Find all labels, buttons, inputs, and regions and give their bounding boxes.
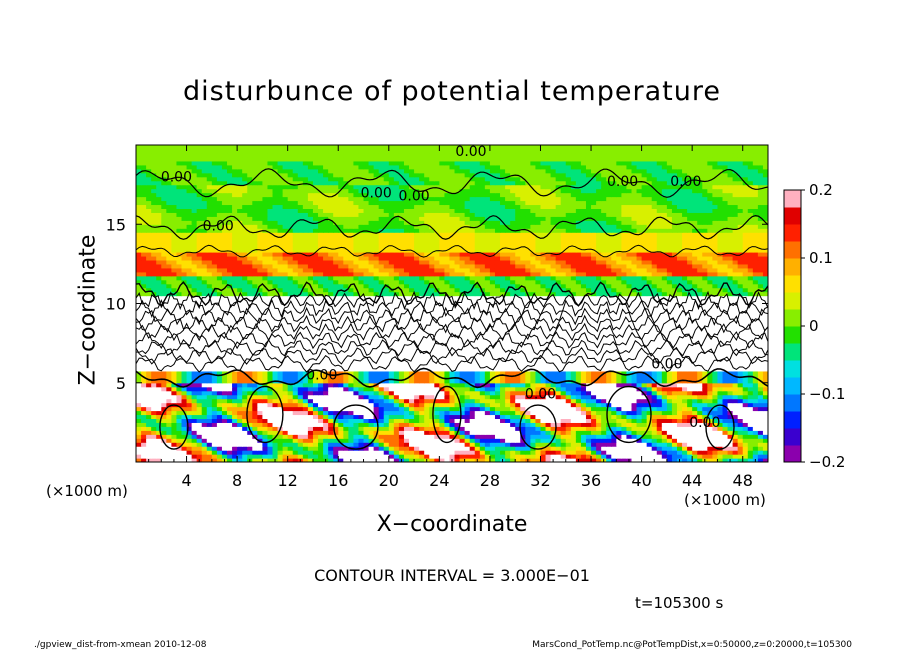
y-axis-label: Z−coordinate: [75, 234, 101, 386]
x-axis-label: X−coordinate: [376, 512, 528, 537]
colorbar-tick-label-4: −0.2: [809, 453, 845, 471]
y-tick-label-1: 10: [106, 295, 126, 314]
colorbar-segment-8: [784, 309, 801, 327]
colorbar-segment-15: [784, 190, 801, 208]
colorbar-tick-label-3: −0.1: [809, 385, 845, 403]
footer-command: ./gpview_dist-from-xmean 2010-12-08: [34, 640, 207, 650]
x-tick-label-1: 8: [232, 471, 242, 490]
contour-lines: [136, 168, 768, 450]
colorbar-segment-2: [784, 411, 801, 429]
contour-label-8: 0.00: [651, 357, 682, 373]
contour-label-4: 0.00: [607, 174, 638, 190]
colorbar-segment-4: [784, 377, 801, 395]
x-tick-label-3: 16: [328, 471, 348, 490]
x-tick-label-9: 40: [631, 471, 651, 490]
contour-label-9: 0.00: [525, 387, 556, 403]
colorbar-tick-label-0: 0.2: [809, 181, 833, 199]
footer-source: MarsCond_PotTemp.nc@PotTempDist,x=0:5000…: [532, 640, 852, 650]
contour-label-6: 0.00: [203, 219, 234, 235]
x-tick-label-2: 12: [278, 471, 298, 490]
colorbar-tick-label-2: 0: [809, 317, 819, 335]
colorbar-segment-14: [784, 207, 801, 225]
colorbar-segment-3: [784, 394, 801, 412]
z-unit-label: (×1000 m): [46, 482, 128, 500]
colorbar-tick-label-1: 0.1: [809, 249, 833, 267]
chart-title: disturbunce of potential temperature: [183, 76, 721, 107]
colorbar-segment-7: [784, 326, 801, 344]
colorbar-segment-0: [784, 445, 801, 463]
contour-label-10: 0.00: [689, 415, 720, 431]
contour-label-5: 0.00: [670, 174, 701, 190]
colorbar-segment-10: [784, 275, 801, 293]
x-tick-label-10: 44: [682, 471, 702, 490]
contour-label-7: 0.00: [306, 368, 337, 384]
contour-label-1: 0.00: [161, 170, 192, 186]
contour-label-2: 0.00: [361, 185, 392, 201]
x-unit-label: (×1000 m): [684, 491, 766, 509]
colorbar-segment-11: [784, 258, 801, 276]
colorbar-segment-9: [784, 292, 801, 310]
colorbar-segment-6: [784, 343, 801, 361]
x-tick-label-0: 4: [181, 471, 191, 490]
contour-label-3: 0.00: [399, 189, 430, 205]
x-tick-label-11: 48: [733, 471, 753, 490]
x-tick-label-7: 32: [530, 471, 550, 490]
y-tick-label-2: 15: [106, 215, 126, 234]
colorbar-segment-1: [784, 428, 801, 446]
x-tick-label-8: 36: [581, 471, 601, 490]
x-tick-label-5: 24: [429, 471, 449, 490]
colorbar-segment-13: [784, 224, 801, 242]
colorbar-segment-12: [784, 241, 801, 259]
x-tick-label-6: 28: [480, 471, 500, 490]
y-tick-label-0: 5: [116, 374, 126, 393]
contour-interval-label: CONTOUR INTERVAL = 3.000E−01: [314, 566, 590, 585]
x-tick-label-4: 20: [379, 471, 399, 490]
heatmap-field: [136, 145, 768, 462]
colorbar-segment-5: [784, 360, 801, 378]
contour-labels: 0.00 0.00 0.00 0.00 0.00 0.00 0.00 0.00 0.00 0.00…: [161, 144, 721, 431]
contour-label-0: 0.00: [455, 144, 486, 160]
x-axis: 4 8 12 16 20 24 28 32 36 40 44 48: [148, 145, 756, 490]
y-axis: 5 10 15: [106, 215, 768, 393]
time-label: t=105300 s: [635, 594, 724, 612]
colorbar: 0.2 0.1 0 −0.1 −0.2: [783, 181, 845, 471]
